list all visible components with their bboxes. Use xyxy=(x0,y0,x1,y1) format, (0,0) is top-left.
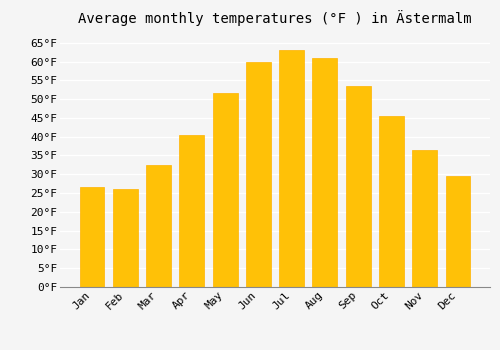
Bar xyxy=(180,135,204,287)
Bar xyxy=(113,189,138,287)
Bar xyxy=(312,58,338,287)
Bar xyxy=(80,188,104,287)
Bar xyxy=(379,116,404,287)
Bar xyxy=(346,86,370,287)
Title: Average monthly temperatures (°F ) in Ästermalm: Average monthly temperatures (°F ) in Äs… xyxy=(78,10,472,26)
Bar xyxy=(446,176,470,287)
Bar xyxy=(246,62,271,287)
Bar xyxy=(279,50,304,287)
Bar xyxy=(146,165,171,287)
Bar xyxy=(212,93,238,287)
Bar xyxy=(412,150,437,287)
